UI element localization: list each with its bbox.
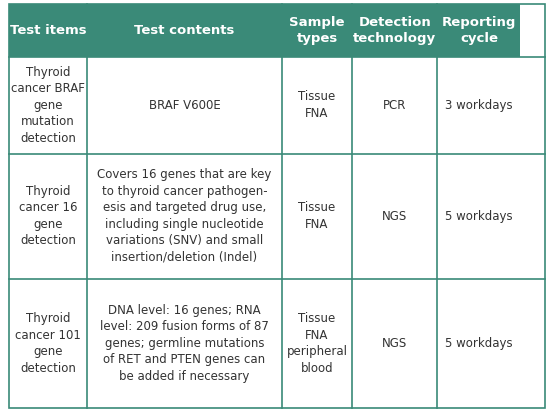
- Bar: [352, 56, 437, 154]
- Bar: [437, 279, 520, 408]
- Bar: [352, 4, 437, 56]
- Text: Tissue
FNA
peripheral
blood: Tissue FNA peripheral blood: [287, 312, 348, 375]
- Text: Tissue
FNA: Tissue FNA: [299, 90, 336, 120]
- Text: Thyroid
cancer 101
gene
detection: Thyroid cancer 101 gene detection: [15, 312, 81, 375]
- Bar: [87, 279, 282, 408]
- Text: PCR: PCR: [383, 98, 406, 112]
- Bar: [9, 154, 87, 279]
- Text: 5 workdays: 5 workdays: [445, 210, 513, 222]
- Text: Detection
technology: Detection technology: [353, 16, 436, 45]
- Text: Thyroid
cancer 16
gene
detection: Thyroid cancer 16 gene detection: [19, 185, 78, 247]
- Text: BRAF V600E: BRAF V600E: [148, 98, 221, 112]
- Bar: [437, 4, 520, 56]
- Bar: [87, 154, 282, 279]
- Text: NGS: NGS: [382, 210, 408, 222]
- Text: Covers 16 genes that are key
to thyroid cancer pathogen-
esis and targeted drug : Covers 16 genes that are key to thyroid …: [97, 169, 272, 264]
- Bar: [282, 56, 352, 154]
- Text: 5 workdays: 5 workdays: [445, 337, 513, 350]
- Text: Test contents: Test contents: [134, 24, 235, 37]
- Bar: [87, 4, 282, 56]
- Text: Sample
types: Sample types: [289, 16, 345, 45]
- Bar: [9, 56, 87, 154]
- Text: 3 workdays: 3 workdays: [445, 98, 513, 112]
- Bar: [9, 279, 87, 408]
- Bar: [282, 154, 352, 279]
- Bar: [437, 56, 520, 154]
- Bar: [282, 279, 352, 408]
- Bar: [352, 154, 437, 279]
- Text: Reporting
cycle: Reporting cycle: [442, 16, 516, 45]
- Text: Test items: Test items: [10, 24, 86, 37]
- Bar: [9, 4, 87, 56]
- Bar: [437, 154, 520, 279]
- Text: NGS: NGS: [382, 337, 408, 350]
- Bar: [87, 56, 282, 154]
- Text: Thyroid
cancer BRAF
gene
mutation
detection: Thyroid cancer BRAF gene mutation detect…: [11, 66, 85, 145]
- Text: DNA level: 16 genes; RNA
level: 209 fusion forms of 87
genes; germline mutations: DNA level: 16 genes; RNA level: 209 fusi…: [100, 304, 269, 383]
- Bar: [282, 4, 352, 56]
- Text: Tissue
FNA: Tissue FNA: [299, 201, 336, 231]
- Bar: [352, 279, 437, 408]
